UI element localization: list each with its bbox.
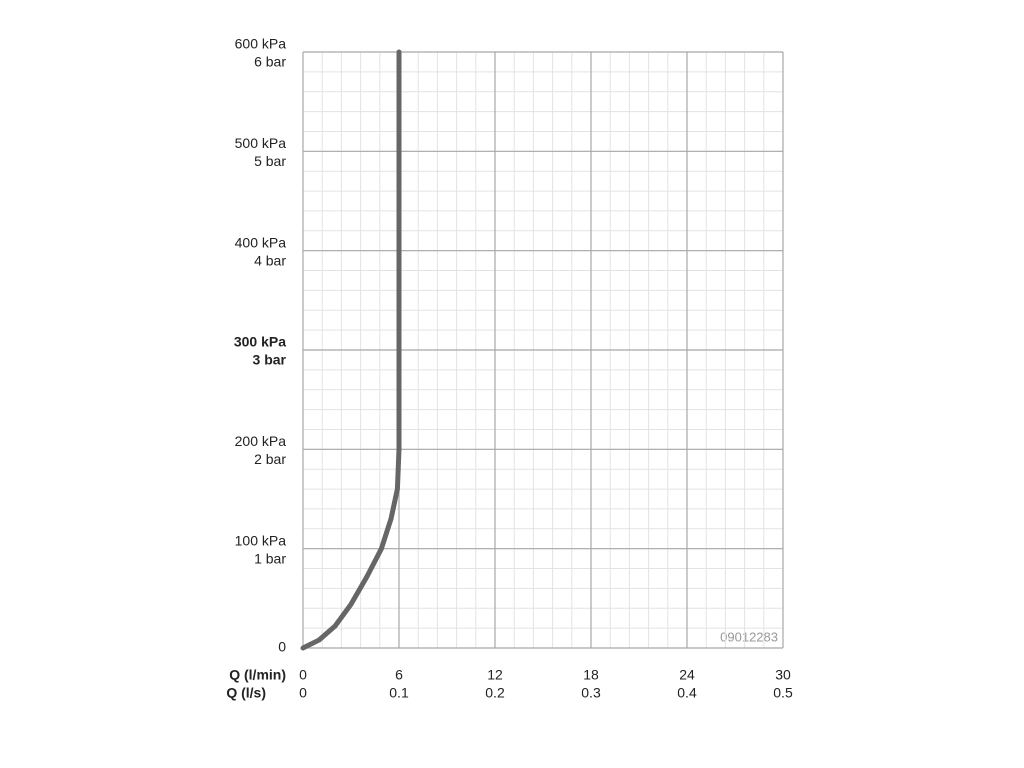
x2-tick-label: 0.2 [485,685,505,701]
x2-tick-label: 0 [299,685,307,701]
y-tick-label: 600 kPa [235,36,287,52]
y-tick-label: 200 kPa [235,433,287,449]
y-tick-label: 500 kPa [235,135,287,151]
x-tick-label: 12 [487,667,503,683]
curve [300,49,402,651]
y-tick-sublabel: 6 bar [254,54,286,70]
annotation: 09012283 [720,629,778,644]
x-tick-label: 24 [679,667,695,683]
y-tick-sublabel: 1 bar [254,550,286,566]
y-tick-label: 100 kPa [235,532,287,548]
y-tick-label: 300 kPa [234,334,286,350]
x2-tick-label: 0.4 [677,685,697,701]
y-tick-label: 0 [278,639,286,655]
x-tick-label: 30 [775,667,791,683]
y-tick-sublabel: 3 bar [253,352,287,368]
x-axis-label: Q (l/min) [229,667,286,683]
x2-tick-label: 0.5 [773,685,793,701]
x2-axis-label: Q (l/s) [226,685,266,701]
x-tick-label: 0 [299,667,307,683]
x-tick-label: 6 [395,667,403,683]
y-tick-sublabel: 5 bar [254,153,286,169]
x2-tick-label: 0.3 [581,685,601,701]
y-tick-sublabel: 4 bar [254,252,286,268]
x2-tick-label: 0.1 [389,685,409,701]
y-tick-label: 400 kPa [235,234,287,250]
y-tick-sublabel: 2 bar [254,451,286,467]
x-tick-label: 18 [583,667,599,683]
